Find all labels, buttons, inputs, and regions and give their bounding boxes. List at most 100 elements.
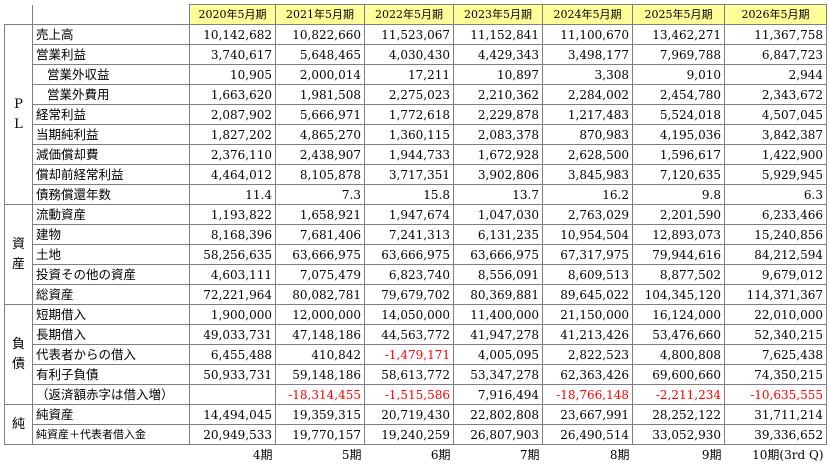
value-cell: 410,842 [276, 345, 365, 365]
value-cell: 67,317,975 [543, 245, 633, 265]
value-cell: 2,343,672 [725, 85, 827, 105]
value-cell: 19,359,315 [276, 405, 365, 425]
section-label: 負 債 [5, 305, 33, 405]
value-cell: 20,949,533 [190, 425, 276, 445]
value-cell: 8,556,091 [454, 265, 543, 285]
value-cell: 1,422,900 [725, 145, 827, 165]
period-spacer [5, 445, 33, 464]
row-label: 営業外費用 [33, 85, 190, 105]
period-label: 9期 [633, 445, 725, 464]
value-cell: 2,083,378 [454, 125, 543, 145]
value-cell: 19,770,157 [276, 425, 365, 445]
value-cell: 2,275,023 [365, 85, 454, 105]
row-label: 純資産＋代表者借入金 [33, 425, 190, 445]
value-cell: 33,052,930 [633, 425, 725, 445]
value-cell: 2,210,362 [454, 85, 543, 105]
value-cell: 20,719,430 [365, 405, 454, 425]
value-cell: 4,429,343 [454, 45, 543, 65]
year-header: 2024年5月期 [543, 5, 633, 25]
value-cell: 6,455,488 [190, 345, 276, 365]
value-cell: 7,075,479 [276, 265, 365, 285]
value-cell: 50,933,731 [190, 365, 276, 385]
value-cell: 22,010,000 [725, 305, 827, 325]
value-cell: 16.2 [543, 185, 633, 205]
value-cell: 3,740,617 [190, 45, 276, 65]
value-cell: 15.8 [365, 185, 454, 205]
value-cell: 1,944,733 [365, 145, 454, 165]
value-cell: 6.3 [725, 185, 827, 205]
value-cell: 1,900,000 [190, 305, 276, 325]
value-cell: 28,252,122 [633, 405, 725, 425]
value-cell: 7,681,406 [276, 225, 365, 245]
value-cell: 52,340,215 [725, 325, 827, 345]
value-cell: 58,256,635 [190, 245, 276, 265]
value-cell: 1,217,483 [543, 105, 633, 125]
value-cell: 2,822,523 [543, 345, 633, 365]
value-cell: 1,047,030 [454, 205, 543, 225]
value-cell: 7.3 [276, 185, 365, 205]
value-cell: 1,672,928 [454, 145, 543, 165]
value-cell: 1,981,508 [276, 85, 365, 105]
value-cell: 2,229,878 [454, 105, 543, 125]
value-cell: 10,954,504 [543, 225, 633, 245]
value-cell: 2,628,500 [543, 145, 633, 165]
value-cell: 5,929,945 [725, 165, 827, 185]
row-label: （返済額赤字は借入増） [33, 385, 190, 405]
value-cell: 1,772,618 [365, 105, 454, 125]
value-cell: 2,284,002 [543, 85, 633, 105]
value-cell: 9,679,012 [725, 265, 827, 285]
value-cell: 41,947,278 [454, 325, 543, 345]
value-cell: 16,124,000 [633, 305, 725, 325]
row-label: 代表者からの借入 [33, 345, 190, 365]
value-cell: 62,363,426 [543, 365, 633, 385]
value-cell: 23,667,991 [543, 405, 633, 425]
value-cell: 1,827,202 [190, 125, 276, 145]
value-cell: 6,823,740 [365, 265, 454, 285]
value-cell: 2,763,029 [543, 205, 633, 225]
value-cell: 10,822,660 [276, 25, 365, 45]
value-cell: 2,201,590 [633, 205, 725, 225]
value-cell: 104,345,120 [633, 285, 725, 305]
financial-table: 2020年5月期 2021年5月期 2022年5月期 2023年5月期 2024… [4, 4, 827, 464]
value-cell: -1,479,171 [365, 345, 454, 365]
row-label: 短期借入 [33, 305, 190, 325]
value-cell: 1,658,921 [276, 205, 365, 225]
year-header: 2020年5月期 [190, 5, 276, 25]
value-cell: 17,211 [365, 65, 454, 85]
value-cell: 2,944 [725, 65, 827, 85]
value-cell: 6,847,723 [725, 45, 827, 65]
value-cell: 9,010 [633, 65, 725, 85]
value-cell: 2,087,902 [190, 105, 276, 125]
value-cell: 19,240,259 [365, 425, 454, 445]
value-cell: 5,524,018 [633, 105, 725, 125]
value-cell: 4,030,430 [365, 45, 454, 65]
value-cell: 7,120,635 [633, 165, 725, 185]
row-label: 流動資産 [33, 205, 190, 225]
value-cell: 4,195,036 [633, 125, 725, 145]
value-cell: 21,150,000 [543, 305, 633, 325]
value-cell: 59,148,186 [276, 365, 365, 385]
row-label: 建物 [33, 225, 190, 245]
value-cell: -18,766,148 [543, 385, 633, 405]
value-cell: 39,336,652 [725, 425, 827, 445]
value-cell: 8,105,878 [276, 165, 365, 185]
value-cell: 79,679,702 [365, 285, 454, 305]
value-cell: 1,663,620 [190, 85, 276, 105]
value-cell: 11,367,758 [725, 25, 827, 45]
value-cell: 6,233,466 [725, 205, 827, 225]
row-label: 営業外収益 [33, 65, 190, 85]
value-cell: 49,033,731 [190, 325, 276, 345]
row-label: 債務償還年数 [33, 185, 190, 205]
value-cell: 47,148,186 [276, 325, 365, 345]
value-cell: 15,240,856 [725, 225, 827, 245]
value-cell: 26,490,514 [543, 425, 633, 445]
